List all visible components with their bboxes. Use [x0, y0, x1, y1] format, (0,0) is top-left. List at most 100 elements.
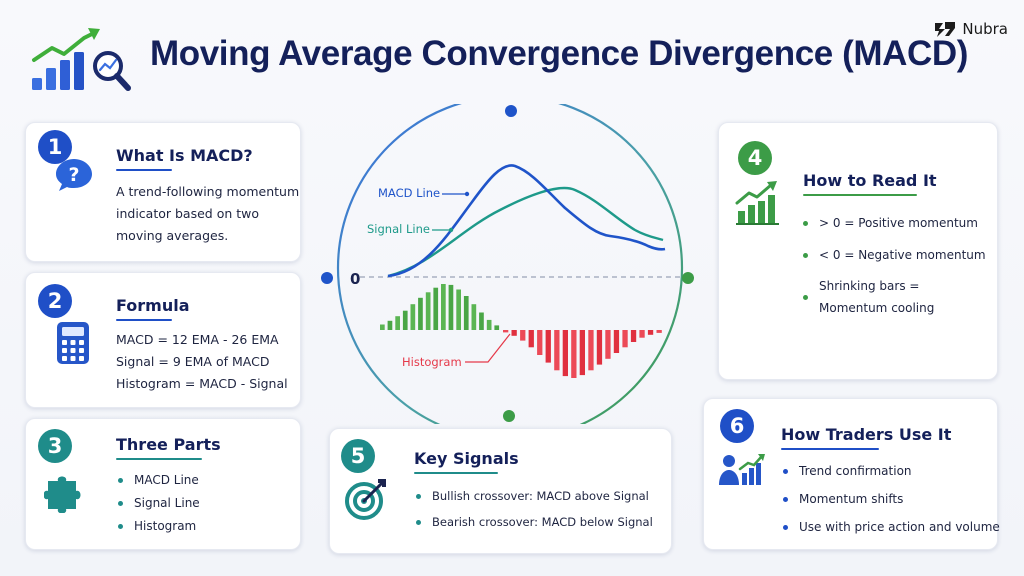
parts-list: MACD Line Signal Line Histogram: [116, 469, 200, 538]
histogram-bar-negative: [528, 330, 534, 348]
histogram-bar-negative: [596, 330, 603, 365]
macd-line: [387, 164, 666, 278]
histogram-bar-positive: [418, 297, 423, 330]
list-item: Bullish crossover: MACD above Signal: [414, 483, 653, 509]
step-number-badge: 1: [38, 130, 72, 164]
histogram-bar-negative: [588, 330, 594, 371]
trader-chart-icon: [718, 453, 766, 492]
step-number-badge: 6: [720, 409, 754, 443]
bar-chart-up-arrow-icon: [735, 179, 781, 232]
puzzle-piece-icon: [43, 471, 90, 518]
formula-line: MACD = 12 EMA - 26 EMA: [116, 332, 279, 347]
histogram-bar-negative: [630, 330, 637, 342]
title-underline: [803, 194, 917, 196]
title-underline: [116, 458, 202, 460]
histogram-bar-positive: [448, 284, 454, 330]
step-number-badge: 4: [738, 141, 772, 175]
card-title: How to Read It: [803, 171, 937, 190]
macd-label-dot: [464, 191, 470, 197]
histogram-bar-positive: [395, 316, 400, 330]
ring-node-left: [321, 272, 333, 284]
card-how-to-read: 4 How to Read It > 0 = Positive momentum…: [718, 122, 998, 380]
histogram-bar-negative: [656, 330, 662, 333]
histogram-bar-positive: [463, 296, 469, 330]
histogram-bar-negative: [520, 330, 526, 341]
formula-list: MACD = 12 EMA - 26 EMA Signal = 9 EMA of…: [116, 329, 288, 395]
list-item: Use with price action and volume: [781, 513, 1000, 541]
list-item-line: Momentum cooling: [819, 301, 935, 315]
list-item-multiline: Shrinking bars = Momentum cooling: [801, 275, 986, 319]
histogram-bar-negative: [571, 330, 577, 378]
histogram-bar-negative: [554, 330, 560, 371]
histogram-bar-positive: [486, 319, 492, 330]
histogram-bar-positive: [479, 312, 484, 330]
growth-chart-magnifier-icon: [30, 26, 134, 94]
description-line: A trend-following momentum: [116, 184, 300, 199]
card-how-traders-use-it: 6 How Traders Use It Trend confirmation …: [703, 398, 1000, 550]
description-line: indicator based on two: [116, 206, 260, 221]
title-underline: [116, 169, 172, 171]
list-item: Trend confirmation: [781, 457, 1000, 485]
histogram-bar-positive: [494, 325, 500, 330]
histogram-bar-positive: [387, 320, 393, 330]
histogram-bar-negative: [647, 330, 654, 335]
nubra-logo-icon: [935, 22, 956, 37]
brand-logo: Nubra: [933, 20, 1008, 38]
card-title: How Traders Use It: [781, 425, 952, 444]
svg-text:?: ?: [68, 164, 79, 186]
list-item: > 0 = Positive momentum: [801, 211, 986, 235]
list-item: MACD Line: [116, 469, 200, 492]
histogram-bar-positive: [471, 304, 477, 330]
card-title: Three Parts: [116, 435, 221, 454]
histogram-bar-negative: [622, 330, 628, 348]
diagram-ring: [336, 94, 684, 442]
histogram-bar-positive: [456, 289, 461, 330]
list-item: Bearish crossover: MACD below Signal: [414, 509, 653, 535]
page-title: Moving Average Convergence Divergence (M…: [150, 34, 969, 73]
traders-list: Trend confirmation Momentum shifts Use w…: [781, 457, 1000, 541]
title-underline: [781, 448, 879, 450]
histogram-bar-negative: [579, 330, 585, 376]
histogram-bar-negative: [511, 330, 517, 336]
signal-line-label: Signal Line: [367, 222, 430, 236]
histogram-bar-positive: [441, 284, 446, 330]
macd-diagram: 0 MACD Line Signal Line Histogram: [320, 94, 700, 442]
histogram-bar-negative: [613, 330, 620, 353]
signal-line: [387, 186, 664, 278]
histogram-bar-positive: [433, 287, 439, 330]
card-three-parts: 3 Three Parts MACD Line Signal Line Hist…: [25, 418, 301, 550]
ring-node-top: [505, 105, 517, 117]
histogram-bar-negative: [605, 330, 611, 359]
description-line: moving averages.: [116, 228, 229, 243]
histogram-bar-negative: [545, 330, 551, 363]
ring-node-bottom: [503, 410, 515, 422]
step-number-badge: 2: [38, 284, 72, 318]
calculator-icon: [56, 321, 90, 370]
histogram-bar-positive: [410, 304, 416, 330]
zero-label: 0: [350, 270, 360, 288]
histogram-bar-positive: [380, 324, 385, 330]
ring-node-right: [682, 272, 694, 284]
question-chat-bubble-icon: ?: [54, 157, 94, 198]
list-item-line: Shrinking bars =: [819, 279, 920, 293]
histogram-label: Histogram: [402, 355, 462, 369]
card-title: Formula: [116, 296, 190, 315]
macd-line-label: MACD Line: [378, 186, 440, 200]
list-item: Histogram: [116, 515, 200, 538]
histogram-bar-positive: [425, 292, 431, 330]
formula-line: Histogram = MACD - Signal: [116, 376, 288, 391]
histogram-bar-positive: [402, 310, 408, 330]
card-key-signals: 5 Key Signals Bullish crossover: MACD ab…: [329, 428, 672, 554]
histogram-bar-negative: [503, 330, 509, 333]
target-arrow-icon: [344, 477, 388, 526]
signals-list: Bullish crossover: MACD above Signal Bea…: [414, 483, 653, 535]
histogram-bar-negative: [639, 330, 645, 338]
histogram-label-pointer: [465, 333, 511, 363]
brand-name: Nubra: [962, 20, 1008, 38]
step-number-badge: 5: [341, 439, 375, 473]
card-description: A trend-following momentum indicator bas…: [116, 181, 299, 247]
signal-label-dot: [448, 227, 454, 233]
card-formula: 2 Formula MACD = 12 EMA - 26 EMA Signal …: [25, 272, 301, 408]
title-underline: [116, 319, 172, 321]
formula-line: Signal = 9 EMA of MACD: [116, 354, 270, 369]
